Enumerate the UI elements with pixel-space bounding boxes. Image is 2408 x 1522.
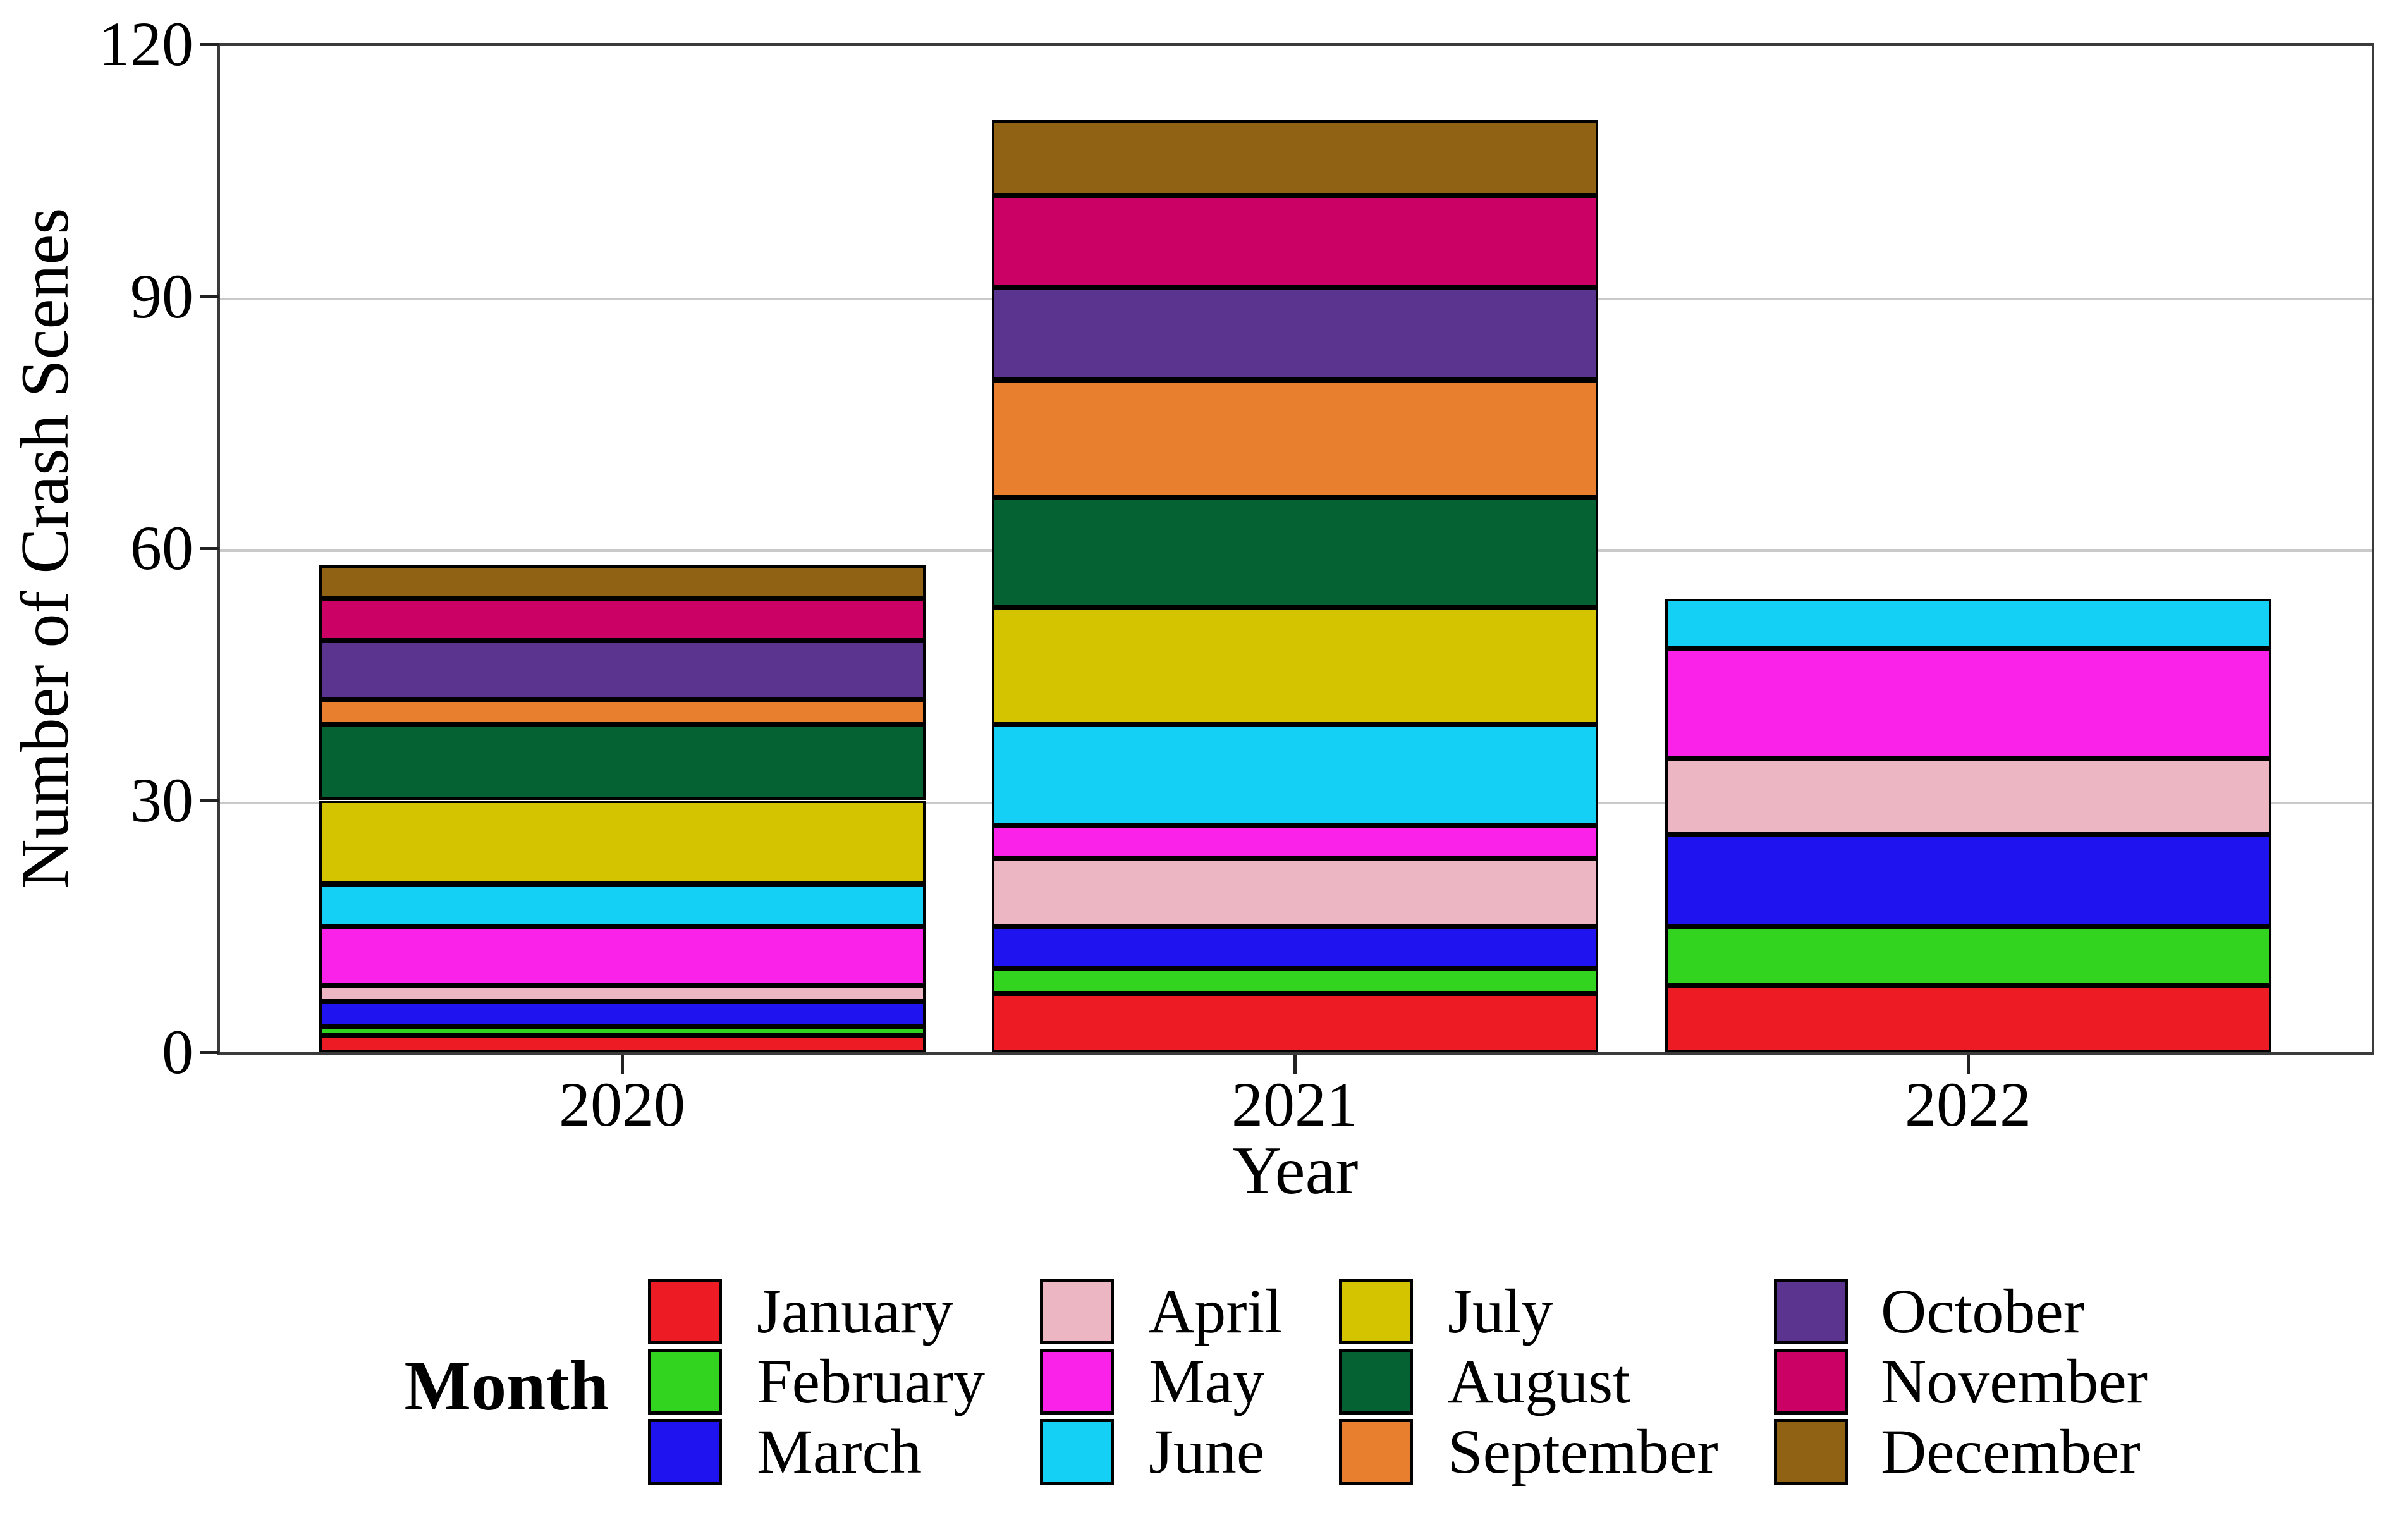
bar-segment-2021-september xyxy=(991,380,1598,498)
bar-segment-2021-may xyxy=(991,825,1598,859)
legend-swatch-december xyxy=(1774,1419,1848,1485)
legend-swatch-november xyxy=(1774,1349,1848,1415)
bar-segment-2020-january xyxy=(319,1035,926,1052)
bar-segment-2020-july xyxy=(319,800,926,885)
legend-label-september: September xyxy=(1448,1416,1718,1487)
legend-swatch-may xyxy=(1040,1349,1114,1415)
x-tick-label-2022: 2022 xyxy=(1905,1069,2031,1139)
legend-label-july: July xyxy=(1448,1276,1553,1346)
legend-label-february: February xyxy=(757,1346,985,1416)
legend-swatch-march xyxy=(648,1419,722,1485)
bar-segment-2020-march xyxy=(319,1002,926,1028)
legend-label-april: April xyxy=(1149,1276,1283,1346)
legend-swatch-july xyxy=(1339,1279,1413,1344)
legend-label-october: October xyxy=(1881,1276,2085,1346)
bar-segment-2021-february xyxy=(991,968,1598,993)
bar-segment-2021-january xyxy=(991,993,1598,1052)
bar-segment-2020-october xyxy=(319,641,926,700)
bar-segment-2022-may xyxy=(1665,649,2271,759)
y-tick-label-60: 60 xyxy=(130,513,193,583)
bar-segment-2021-november xyxy=(991,195,1598,288)
legend-swatch-august xyxy=(1339,1349,1413,1415)
bar-segment-2020-december xyxy=(319,565,926,599)
bar-segment-2021-october xyxy=(991,288,1598,381)
y-tick-label-0: 0 xyxy=(162,1017,193,1087)
x-tick-label-2021: 2021 xyxy=(1232,1069,1358,1139)
bar-segment-2022-january xyxy=(1665,985,2271,1052)
legend-label-january: January xyxy=(757,1276,953,1346)
y-tick-120 xyxy=(200,43,219,46)
bar-segment-2020-february xyxy=(319,1027,926,1036)
bar-segment-2021-december xyxy=(991,120,1598,196)
legend-swatch-april xyxy=(1040,1279,1114,1344)
bar-segment-2020-june xyxy=(319,884,926,926)
bar-segment-2020-may xyxy=(319,926,926,985)
bar-segment-2022-february xyxy=(1665,926,2271,985)
legend-label-august: August xyxy=(1448,1346,1630,1416)
y-tick-label-90: 90 xyxy=(130,261,193,331)
bar-segment-2022-april xyxy=(1665,758,2271,834)
legend-label-december: December xyxy=(1881,1416,2141,1487)
y-tick-30 xyxy=(200,799,219,802)
legend-swatch-september xyxy=(1339,1419,1413,1485)
bar-segment-2020-november xyxy=(319,598,926,641)
legend-swatch-june xyxy=(1040,1419,1114,1485)
legend-label-march: March xyxy=(757,1416,922,1487)
bar-segment-2020-april xyxy=(319,985,926,1002)
legend-label-november: November xyxy=(1881,1346,2148,1416)
x-tick-2021 xyxy=(1293,1055,1297,1074)
x-axis-title: Year xyxy=(1232,1133,1359,1208)
y-tick-60 xyxy=(200,547,219,550)
bar-segment-2021-april xyxy=(991,859,1598,926)
bar-segment-2022-march xyxy=(1665,833,2271,926)
y-tick-90 xyxy=(200,295,219,298)
y-tick-label-120: 120 xyxy=(99,9,193,79)
bar-segment-2020-august xyxy=(319,724,926,801)
legend-swatch-october xyxy=(1774,1279,1848,1344)
legend-label-june: June xyxy=(1149,1416,1265,1487)
bar-segment-2020-september xyxy=(319,699,926,725)
x-tick-2022 xyxy=(1967,1055,1970,1074)
y-tick-0 xyxy=(200,1051,219,1054)
legend-swatch-february xyxy=(648,1349,722,1415)
x-tick-2020 xyxy=(621,1055,624,1074)
y-tick-label-30: 30 xyxy=(130,764,193,835)
legend-swatch-january xyxy=(648,1279,722,1344)
bar-segment-2021-august xyxy=(991,498,1598,607)
bar-segment-2021-march xyxy=(991,926,1598,969)
legend-title: Month xyxy=(404,1347,609,1425)
x-tick-label-2020: 2020 xyxy=(559,1069,685,1139)
bar-segment-2022-june xyxy=(1665,598,2271,649)
bar-segment-2021-june xyxy=(991,724,1598,826)
legend-label-may: May xyxy=(1149,1346,1265,1416)
bar-segment-2021-july xyxy=(991,606,1598,725)
